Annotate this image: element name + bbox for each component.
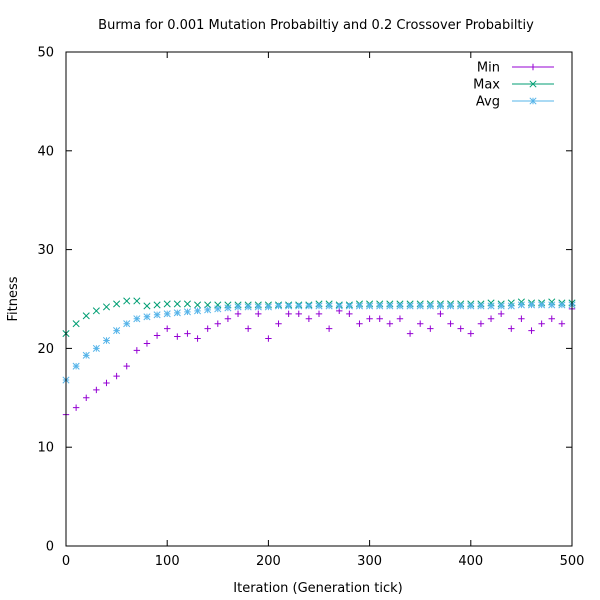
y-tick-label: 40	[37, 144, 54, 159]
point-avg	[225, 305, 231, 311]
chart-title: Burma for 0.001 Mutation Probabiltiy and…	[98, 18, 534, 33]
point-avg	[397, 303, 403, 309]
point-avg	[275, 303, 281, 309]
x-tick-label: 200	[256, 554, 281, 569]
y-tick-label: 0	[46, 540, 54, 555]
point-avg	[235, 304, 241, 310]
legend-label-avg: Avg	[476, 95, 500, 110]
point-avg	[245, 304, 251, 310]
point-avg	[154, 312, 160, 318]
point-avg	[194, 308, 200, 314]
point-avg	[528, 302, 534, 308]
point-avg	[538, 302, 544, 308]
y-tick-label: 10	[37, 441, 54, 456]
point-avg	[457, 303, 463, 309]
point-avg	[296, 303, 302, 309]
point-avg	[437, 303, 443, 309]
point-avg	[417, 303, 423, 309]
x-tick-label: 100	[155, 554, 180, 569]
point-avg	[447, 303, 453, 309]
point-avg	[306, 303, 312, 309]
point-avg	[73, 363, 79, 369]
y-axis-label: Fitness	[6, 276, 21, 321]
point-avg	[508, 303, 514, 309]
point-avg	[478, 303, 484, 309]
point-avg	[427, 303, 433, 309]
point-avg	[265, 304, 271, 310]
point-avg	[255, 304, 261, 310]
point-avg	[326, 303, 332, 309]
point-avg	[316, 303, 322, 309]
point-avg	[549, 302, 555, 308]
point-avg	[356, 303, 362, 309]
point-avg	[518, 302, 524, 308]
point-avg	[164, 311, 170, 317]
point-avg	[113, 327, 119, 333]
point-avg	[366, 303, 372, 309]
y-tick-label: 50	[37, 46, 54, 61]
legend-label-max: Max	[473, 78, 500, 93]
point-avg	[83, 352, 89, 358]
point-avg	[387, 303, 393, 309]
point-avg	[559, 302, 565, 308]
x-tick-label: 500	[560, 554, 585, 569]
legend-marker-avg	[530, 98, 536, 104]
point-avg	[184, 309, 190, 315]
x-tick-label: 0	[62, 554, 70, 569]
legend-label-min: Min	[477, 61, 500, 76]
point-avg	[488, 303, 494, 309]
point-avg	[124, 321, 130, 327]
y-tick-label: 30	[37, 243, 54, 258]
x-axis-label: Iteration (Generation tick)	[233, 581, 402, 596]
point-avg	[498, 303, 504, 309]
point-avg	[103, 337, 109, 343]
point-avg	[93, 345, 99, 351]
point-avg	[204, 307, 210, 313]
y-tick-label: 20	[37, 342, 54, 357]
point-avg	[215, 306, 221, 312]
x-tick-label: 300	[357, 554, 382, 569]
point-avg	[407, 303, 413, 309]
x-tick-label: 400	[458, 554, 483, 569]
point-avg	[346, 303, 352, 309]
point-avg	[174, 310, 180, 316]
point-avg	[468, 303, 474, 309]
point-avg	[134, 316, 140, 322]
point-avg	[144, 314, 150, 320]
point-avg	[377, 303, 383, 309]
point-avg	[336, 303, 342, 309]
point-avg	[285, 303, 291, 309]
